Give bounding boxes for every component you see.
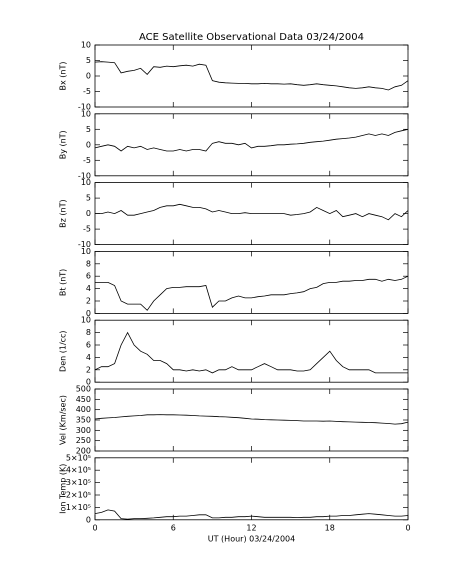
data-line — [95, 275, 409, 311]
y-tick-label: 8 — [86, 328, 91, 337]
panel-frame — [94, 113, 409, 177]
y-tick-label: -5 — [83, 225, 91, 234]
y-axis-label: Bt (nT) — [59, 269, 68, 296]
y-tick-label: 200 — [76, 447, 91, 456]
y-tick-label: 250 — [76, 436, 91, 445]
chart-title: ACE Satellite Observational Data 03/24/2… — [139, 32, 364, 43]
panel-frame — [94, 44, 409, 108]
y-axis-label: Bx (nT) — [59, 62, 68, 91]
y-tick-label: -10 — [78, 103, 91, 112]
y-tick-label: -5 — [83, 156, 91, 165]
y-tick-label: 500 — [76, 385, 91, 394]
y-tick-label: 5 — [86, 125, 91, 134]
y-tick-label: 10 — [81, 178, 91, 187]
data-line — [94, 331, 408, 374]
y-tick-label: 4 — [86, 353, 91, 362]
panel-frame — [94, 388, 409, 452]
y-tick-label: 0 — [86, 140, 91, 149]
y-tick-label: 350 — [76, 416, 91, 425]
y-tick-label: 4 — [86, 284, 91, 293]
y-tick-label: 8 — [86, 259, 91, 268]
y-tick-label: 0 — [86, 515, 91, 524]
y-tick-label: 10 — [81, 41, 91, 50]
y-tick-label: 300 — [76, 426, 91, 435]
y-tick-label: 6 — [86, 272, 91, 281]
y-tick-label: 5 — [86, 56, 91, 65]
data-line — [94, 128, 409, 152]
y-tick-label: 6 — [86, 341, 91, 350]
y-tick-label: 0 — [86, 378, 91, 387]
x-tick-label: 6 — [171, 523, 176, 532]
y-tick-label: -10 — [78, 240, 91, 249]
y-tick-label: 5×10⁵ — [66, 453, 91, 462]
y-axis-label: Bz (nT) — [59, 199, 68, 227]
x-tick-label: 0 — [405, 523, 410, 532]
y-tick-label: 10 — [81, 247, 91, 256]
y-tick-label: 3×10⁵ — [66, 478, 91, 487]
y-tick-label: 0 — [86, 72, 91, 81]
y-tick-label: 0 — [86, 209, 91, 218]
x-tick-label: 18 — [325, 523, 335, 532]
y-tick-label: 2×10⁵ — [66, 491, 91, 500]
panel-frame — [94, 457, 409, 521]
x-tick-label: 12 — [246, 523, 256, 532]
panel-frame — [94, 250, 409, 314]
y-axis-label: By (nT) — [59, 130, 68, 159]
data-line — [94, 509, 409, 520]
x-tick-label: 0 — [92, 523, 97, 532]
panel-frame — [94, 319, 409, 383]
y-tick-label: 4×10⁵ — [66, 466, 91, 475]
data-line — [94, 414, 409, 425]
y-tick-label: 10 — [81, 109, 91, 118]
data-line — [95, 203, 409, 221]
y-tick-label: 400 — [76, 405, 91, 414]
y-tick-label: 0 — [86, 309, 91, 318]
y-axis-label: Den (1/cc) — [59, 330, 68, 372]
y-tick-label: 10 — [81, 316, 91, 325]
y-tick-label: 2 — [86, 365, 91, 374]
y-tick-label: 5 — [86, 194, 91, 203]
y-tick-label: 450 — [76, 395, 91, 404]
y-axis-label: Ion Temp (K) — [59, 464, 68, 514]
y-tick-label: 2 — [86, 297, 91, 306]
y-axis-label: Vel (Km/sec) — [59, 395, 68, 445]
y-tick-label: 1×10⁵ — [66, 503, 91, 512]
data-line — [94, 61, 409, 91]
y-tick-label: -5 — [83, 87, 91, 96]
y-tick-label: -10 — [78, 171, 91, 180]
x-axis-label: UT (Hour) 03/24/2004 — [208, 534, 295, 543]
